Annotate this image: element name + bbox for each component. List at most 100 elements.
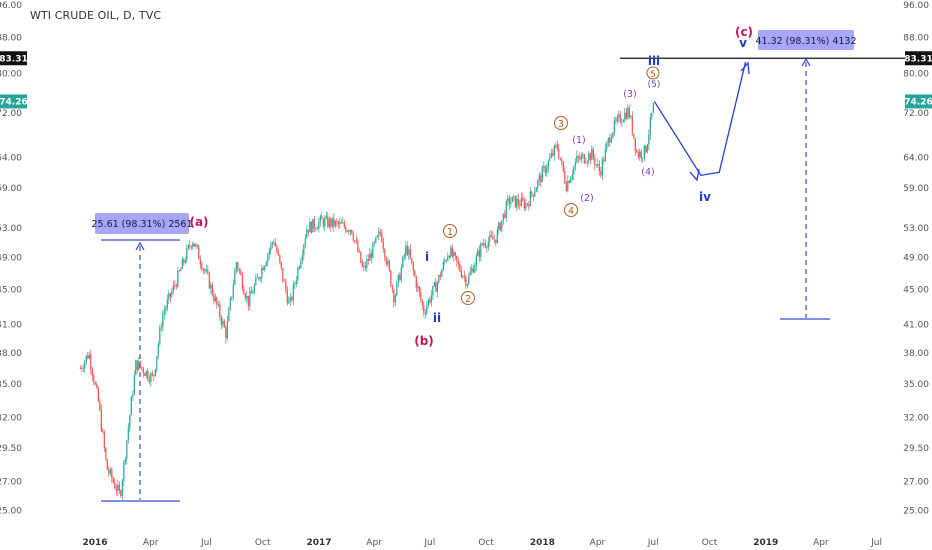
candle-body: [274, 242, 276, 247]
candle-body: [636, 150, 638, 152]
candle-body: [130, 397, 132, 416]
candle-body: [294, 284, 296, 285]
candle-body: [258, 277, 260, 280]
candle-body: [175, 285, 177, 287]
candle-body: [217, 304, 219, 306]
candle-body: [462, 276, 464, 277]
candle-body: [303, 244, 305, 256]
candle-body: [297, 267, 299, 281]
candle-body: [136, 360, 138, 370]
candle-body: [619, 114, 621, 123]
candle-body: [555, 144, 557, 146]
candle-body: [145, 370, 147, 376]
candle-body: [255, 277, 257, 286]
candle-body: [166, 299, 168, 309]
candle-body: [121, 480, 123, 497]
x-tick-label: 2017: [306, 538, 331, 548]
candle-body: [502, 213, 504, 221]
candle-body: [309, 221, 311, 233]
last-badge-right-text: 74.26: [904, 97, 932, 107]
y-tick-right: 45.00: [903, 286, 929, 296]
candle-body: [93, 375, 95, 383]
candle-body: [301, 255, 303, 261]
candle-body: [213, 294, 215, 302]
measure-2-arrow-icon: [801, 57, 811, 67]
y-tick-left: 80.00: [0, 69, 22, 79]
candle-body: [373, 242, 375, 244]
candle-body: [535, 188, 537, 192]
candle-body: [495, 239, 497, 244]
candle-body: [112, 478, 114, 483]
candle-body: [456, 255, 458, 262]
candle-body: [534, 191, 536, 197]
candle-body: [300, 260, 302, 268]
candle-body: [90, 354, 92, 370]
candle-body: [403, 255, 405, 257]
x-tick-label: Oct: [702, 538, 718, 548]
wave-1-circle: 1: [443, 224, 457, 238]
y-tick-left: 59.00: [0, 184, 22, 194]
measure-tool-1[interactable]: 25.61 (98.31%) 2561: [91, 213, 193, 502]
candle-body: [376, 235, 378, 238]
y-tick-right: 32.00: [903, 414, 929, 424]
candle-body: [618, 114, 620, 117]
candle-body: [379, 231, 381, 234]
candle-body: [601, 159, 603, 176]
projection-path[interactable]: [653, 61, 747, 177]
y-tick-right: 41.00: [903, 321, 929, 331]
candle-body: [316, 228, 318, 230]
candle-body: [630, 115, 632, 117]
candle-body: [328, 218, 330, 227]
candle-body: [193, 243, 195, 247]
candle-body: [408, 249, 410, 255]
candle-body: [253, 285, 255, 294]
candle-body: [499, 222, 501, 231]
candle-body: [435, 282, 437, 292]
y-tick-right: 80.00: [903, 69, 929, 79]
candle-body: [240, 270, 242, 275]
subwave-1-label: (1): [572, 135, 585, 146]
measure-tool-2[interactable]: 41.32 (98.31%) 4132: [755, 30, 857, 320]
time-axis: 2016 Apr Jul Oct 2017 Apr Jul Oct 2018 Apr Jul Oct 2…: [82, 538, 882, 548]
candle-body: [631, 115, 633, 134]
wave-2-label: 2: [465, 294, 471, 305]
candle-body: [592, 148, 594, 158]
candle-body: [97, 387, 99, 402]
candle-body: [351, 229, 353, 234]
candle-body: [196, 244, 198, 247]
subwave-4-label: (4): [641, 167, 654, 178]
candle-body: [633, 133, 635, 139]
candle-body: [256, 277, 258, 278]
candle-body: [357, 241, 359, 252]
candle-body: [220, 317, 222, 325]
candle-body: [393, 289, 395, 303]
y-tick-left: 35.00: [0, 380, 22, 390]
y-tick-right: 53.00: [903, 224, 929, 234]
wave-i-label: i: [425, 250, 429, 264]
candle-body: [567, 180, 569, 191]
candle-body: [490, 234, 492, 237]
candle-body: [634, 138, 636, 151]
x-tick-label: Apr: [366, 538, 382, 548]
candle-body: [613, 120, 615, 133]
candle-body: [642, 157, 644, 159]
y-tick-right: 35.00: [903, 380, 929, 390]
candle-body: [549, 157, 551, 161]
candle-body: [123, 461, 125, 481]
candle-body: [106, 459, 108, 470]
candle-body: [370, 253, 372, 259]
target-badge-left-text: 83.31: [0, 54, 28, 64]
candle-body: [327, 216, 329, 227]
candle-body: [181, 259, 183, 269]
candle-body: [579, 157, 581, 160]
wave-4-label: 4: [568, 206, 574, 217]
candle-body: [574, 162, 576, 167]
wave-a-label: (a): [189, 215, 208, 229]
y-tick-right: 27.00: [903, 478, 929, 488]
candle-body: [135, 360, 137, 376]
candle-body: [186, 248, 188, 261]
candle-body: [157, 343, 159, 357]
last-price-badge: 74.26 74.26: [0, 94, 932, 109]
candle-body: [243, 288, 245, 295]
